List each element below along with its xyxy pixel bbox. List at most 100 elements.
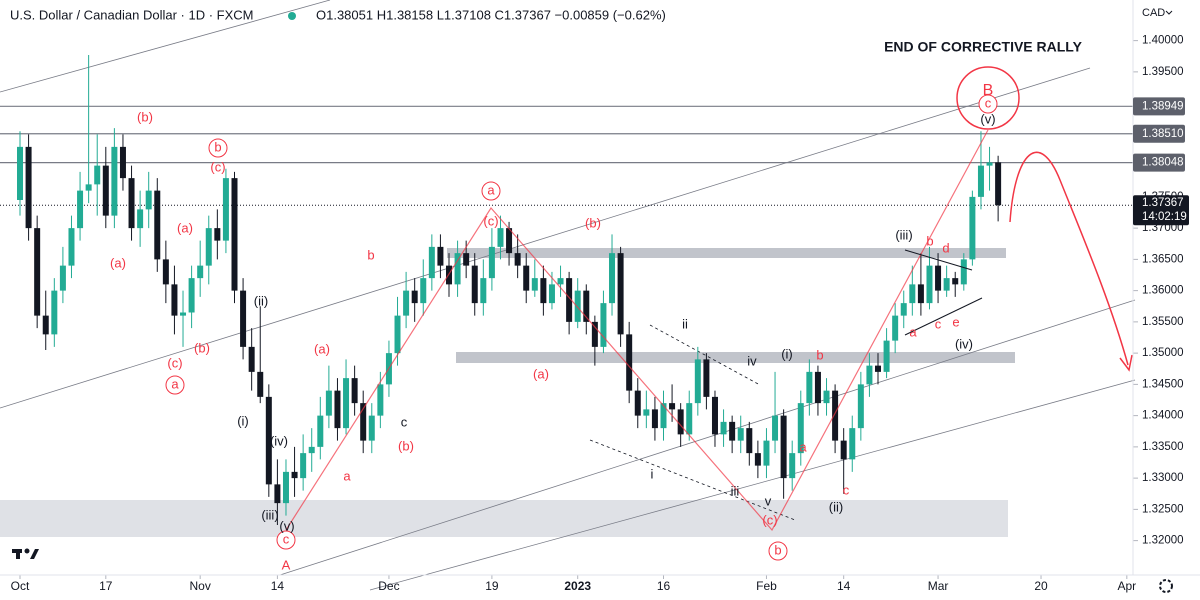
candle-body: [34, 228, 41, 316]
candle-body: [617, 253, 624, 335]
candle-body: [317, 415, 324, 447]
wave-label: (c): [762, 512, 777, 527]
wave-label: (b): [585, 215, 601, 230]
label-circle: [978, 94, 998, 114]
wave-label: (c): [483, 213, 498, 228]
projection-arrow: [1009, 151, 1129, 366]
candle-body: [892, 315, 899, 341]
candle-body: [995, 162, 1002, 206]
wave-label: (a): [177, 220, 193, 235]
plot: 1.32000 1.32500 1.33000 1.33500 1.34000 1.345…: [0, 0, 1184, 593]
candle-body: [806, 371, 813, 404]
candle-body: [823, 390, 830, 404]
candle-body: [566, 278, 573, 322]
wave-label: b: [926, 233, 933, 248]
wave-label: c: [283, 531, 290, 546]
candle-body: [17, 146, 23, 200]
wave-path: [285, 129, 989, 532]
candle-body: [651, 409, 658, 429]
candle-body: [746, 428, 753, 454]
x-tick-label: 16: [657, 579, 671, 593]
candle-body: [257, 371, 264, 397]
candle-body: [240, 290, 247, 347]
candle-body: [137, 209, 144, 229]
wave-label: c: [401, 414, 408, 429]
candle-body: [926, 265, 933, 304]
candle-body: [763, 440, 770, 466]
wave-label: d: [942, 240, 949, 255]
wave-label: (b): [194, 340, 210, 355]
candle-body: [231, 178, 238, 291]
level-box: [1133, 124, 1185, 143]
x-tick-label: Apr: [1117, 579, 1136, 593]
y-tick-label: 1.40000: [1142, 35, 1184, 47]
wave-label: (a): [533, 366, 549, 381]
wave-label: ii: [682, 316, 688, 331]
wave-label: (iv): [270, 433, 288, 448]
candle-body: [205, 228, 212, 266]
level-box: [1133, 97, 1185, 116]
candle-body: [917, 284, 924, 304]
candle-body: [300, 453, 307, 479]
wave-label: c: [843, 482, 850, 497]
wave-label: a: [487, 182, 495, 197]
y-tick-label: 1.34000: [1142, 410, 1184, 422]
channel-line: [649, 324, 761, 386]
candle-body: [248, 346, 255, 372]
ohlc: O1.38051 H1.38158 L1.37108 C1.37367 −0.0…: [316, 7, 666, 22]
settings-icon[interactable]: [1159, 579, 1173, 593]
label-circle: [208, 138, 228, 158]
level-label: 1.38510: [1142, 128, 1184, 140]
dropdown[interactable]: [1165, 10, 1173, 15]
candle-body: [42, 315, 49, 335]
candle-body: [488, 246, 495, 279]
wave-label: (iv): [955, 336, 973, 351]
candle-body: [574, 290, 581, 322]
resistance-zone: [447, 248, 1006, 258]
candle-body: [849, 428, 856, 460]
candle-body: [377, 384, 384, 416]
level-label: 1.38048: [1142, 157, 1184, 169]
x-tick-label: Dec: [378, 579, 399, 593]
wave-label: b: [816, 347, 823, 362]
candle-body: [660, 403, 667, 429]
candle-body: [394, 315, 401, 354]
candle-body: [154, 190, 161, 260]
logo: [12, 548, 39, 559]
channel-line: [279, 299, 1136, 576]
candle-body: [943, 278, 950, 291]
x-tick-label: 19: [485, 579, 499, 593]
y-tick-label: 1.36000: [1142, 285, 1184, 297]
candle-body: [463, 253, 470, 266]
candle-body: [119, 146, 126, 179]
candle-body: [274, 484, 281, 504]
wave-label: (iii): [261, 507, 278, 522]
triangle-line: [904, 297, 983, 336]
x-tick-label: 14: [271, 579, 285, 593]
candle-body: [85, 184, 92, 191]
x-tick-label: Mar: [928, 579, 949, 593]
x-tick-label: Feb: [756, 579, 777, 593]
candle-body: [403, 290, 410, 316]
candle-body: [188, 278, 195, 313]
candle-body: [703, 359, 710, 397]
candle-body: [883, 340, 890, 372]
wave-label: (ii): [254, 293, 268, 308]
wave-label: b: [774, 542, 781, 557]
candle-body: [94, 165, 101, 185]
chart-title: END OF CORRECTIVE RALLY: [884, 39, 1082, 55]
x-tick-label: 14: [837, 579, 851, 593]
channel-line: [0, 67, 1091, 409]
candle-body: [600, 303, 607, 347]
y-tick-label: 1.35000: [1142, 347, 1184, 359]
label-circle: [768, 541, 788, 561]
highlight-circle: [956, 66, 1020, 130]
candle-body: [145, 190, 152, 210]
candle-body: [171, 284, 178, 316]
candle-body: [832, 390, 839, 441]
candle-body: [514, 253, 521, 266]
candle-body: [351, 378, 358, 404]
candle-body: [540, 278, 547, 304]
candle-body: [128, 178, 135, 229]
x-tick-label: 2023: [564, 579, 591, 593]
